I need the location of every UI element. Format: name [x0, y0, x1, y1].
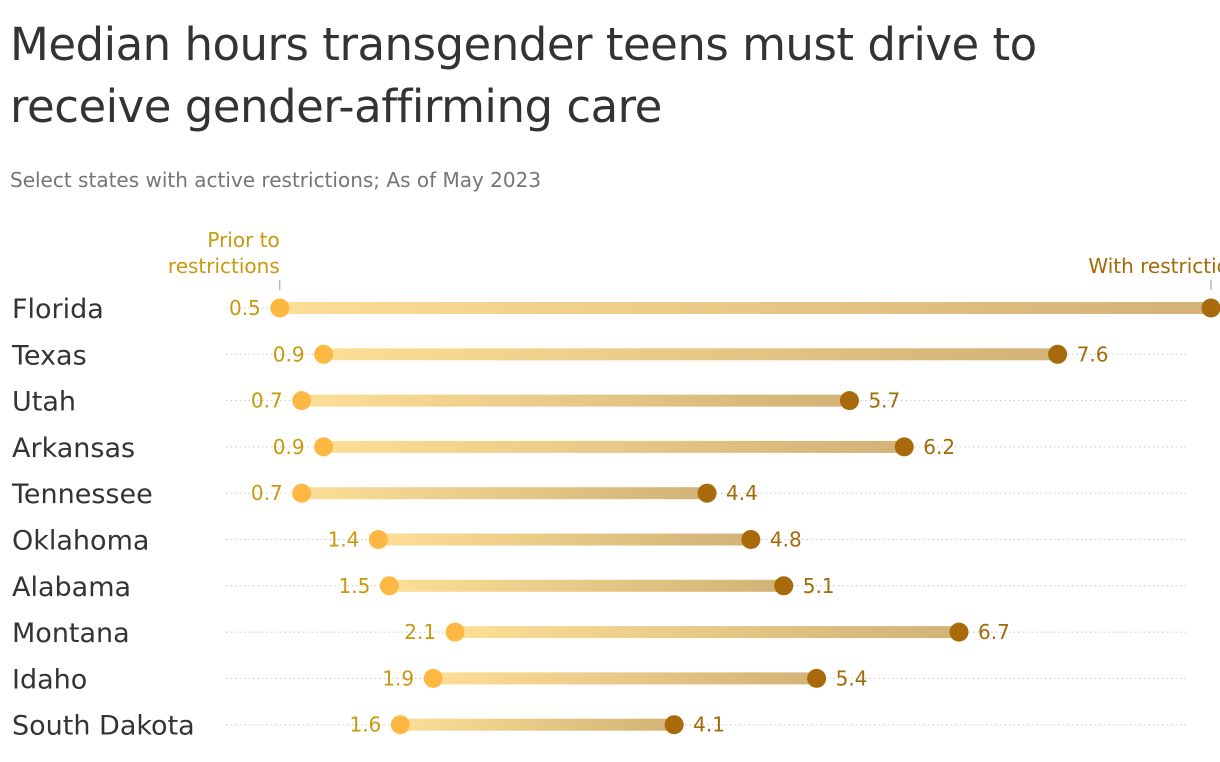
category-label: Alabama [12, 572, 131, 603]
category-label: Montana [12, 618, 130, 649]
end-dot [664, 715, 684, 735]
start-value-label: 0.9 [273, 342, 305, 366]
range-bar [323, 348, 1058, 361]
start-dot [314, 437, 334, 457]
labels: Florida0.59Texas0.97.6Utah0.75.7Arkansas… [11, 294, 1109, 742]
end-dot [697, 483, 717, 503]
end-value-label: 5.4 [836, 666, 868, 690]
end-value-label: 5.7 [868, 389, 900, 413]
range-bar [400, 718, 675, 731]
bars [279, 302, 1211, 731]
chart-subtitle: Select states with active restrictions; … [10, 168, 542, 192]
range-bar [389, 579, 784, 592]
category-label: Arkansas [12, 433, 135, 464]
chart-title: Median hours transgender teens must driv… [10, 18, 1037, 133]
category-label: Idaho [12, 664, 87, 695]
range-bar [378, 533, 751, 546]
category-label: Utah [12, 387, 76, 418]
start-value-label: 2.1 [404, 620, 436, 644]
category-label: Florida [12, 294, 104, 325]
start-dot [292, 483, 312, 503]
range-bar [455, 626, 960, 639]
end-dot [894, 437, 914, 457]
gridlines [226, 307, 1188, 726]
start-dot [390, 715, 410, 735]
end-value-label: 7.6 [1077, 342, 1109, 366]
legend-start-label: restrictions [168, 254, 280, 278]
end-value-label: 4.8 [770, 528, 802, 552]
range-bar [323, 440, 905, 453]
start-value-label: 1.9 [382, 666, 414, 690]
start-dot [368, 530, 388, 549]
start-value-label: 1.4 [328, 528, 360, 552]
category-label: South Dakota [12, 711, 195, 742]
start-dot [445, 622, 465, 642]
category-label: Tennessee [11, 479, 153, 510]
start-value-label: 0.7 [251, 389, 283, 413]
end-value-label: 5.1 [803, 574, 835, 598]
start-dot [270, 298, 290, 318]
end-dot [839, 391, 859, 411]
range-bar [301, 487, 708, 500]
range-bar [301, 394, 850, 407]
end-value-label: 6.7 [978, 620, 1010, 644]
end-dot [949, 622, 969, 642]
start-value-label: 0.5 [229, 296, 261, 320]
dots [270, 298, 1220, 735]
start-dot [423, 668, 443, 688]
end-value-label: 4.1 [693, 713, 725, 737]
start-value-label: 1.5 [339, 574, 371, 598]
start-dot [379, 576, 399, 596]
start-dot [292, 391, 312, 411]
end-value-label: 4.4 [726, 481, 758, 505]
range-bar [279, 302, 1211, 314]
category-label: Texas [11, 340, 87, 371]
start-value-label: 0.9 [273, 435, 305, 459]
end-dot [774, 576, 794, 596]
end-dot [741, 530, 761, 549]
legend-end-label: With restrictions [1088, 254, 1220, 278]
end-dot [1048, 344, 1068, 364]
end-dot [807, 668, 827, 688]
category-label: Oklahoma [12, 526, 149, 557]
end-value-label: 6.2 [923, 435, 955, 459]
start-dot [314, 344, 334, 364]
start-value-label: 1.6 [349, 713, 381, 737]
start-value-label: 0.7 [251, 481, 283, 505]
range-bar [433, 672, 817, 685]
legend-start-label: Prior to [207, 228, 279, 252]
end-dot [1201, 298, 1220, 318]
